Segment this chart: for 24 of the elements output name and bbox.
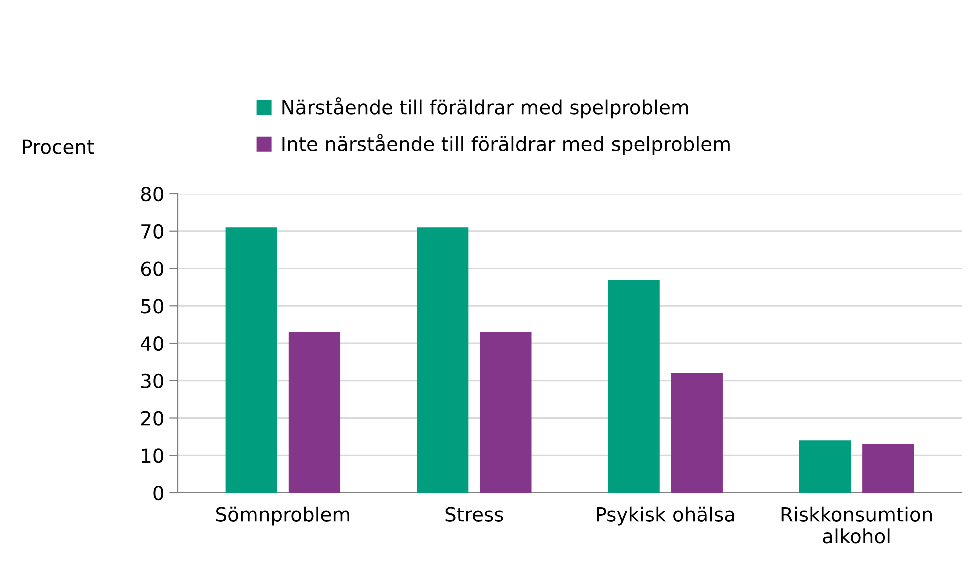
bar: [288, 332, 341, 493]
legend-label: Inte närstående till föräldrar med spelproblem: [282, 134, 730, 156]
y-tick-label: 0: [154, 486, 164, 501]
x-tick-label: Stress: [446, 507, 504, 522]
y-tick-label: 40: [141, 336, 164, 352]
y-tick-label: 80: [141, 186, 164, 202]
bar: [417, 228, 469, 493]
y-tick-label: 70: [142, 224, 164, 240]
legend-label: Närstående till föräldrar med spelproblem: [282, 98, 688, 119]
y-tick-label: 60: [141, 262, 164, 276]
bar: [480, 332, 532, 493]
bar: [608, 280, 660, 493]
y-axis-title: Procent: [23, 140, 94, 154]
y-tick-label: 10: [142, 448, 164, 464]
x-tick-label: Psykisk ohälsa: [597, 506, 734, 526]
bar: [799, 440, 852, 493]
bar: [671, 373, 723, 493]
y-tick-label: 20: [141, 411, 164, 426]
x-tick-label: Riskkonsumtion alkohol: [782, 506, 932, 544]
bar: [862, 444, 914, 493]
y-tick-label: 30: [142, 374, 164, 389]
y-tick-label: 50: [142, 299, 164, 314]
bar: [226, 228, 278, 493]
x-tick-label: Sömnproblem: [216, 506, 350, 526]
